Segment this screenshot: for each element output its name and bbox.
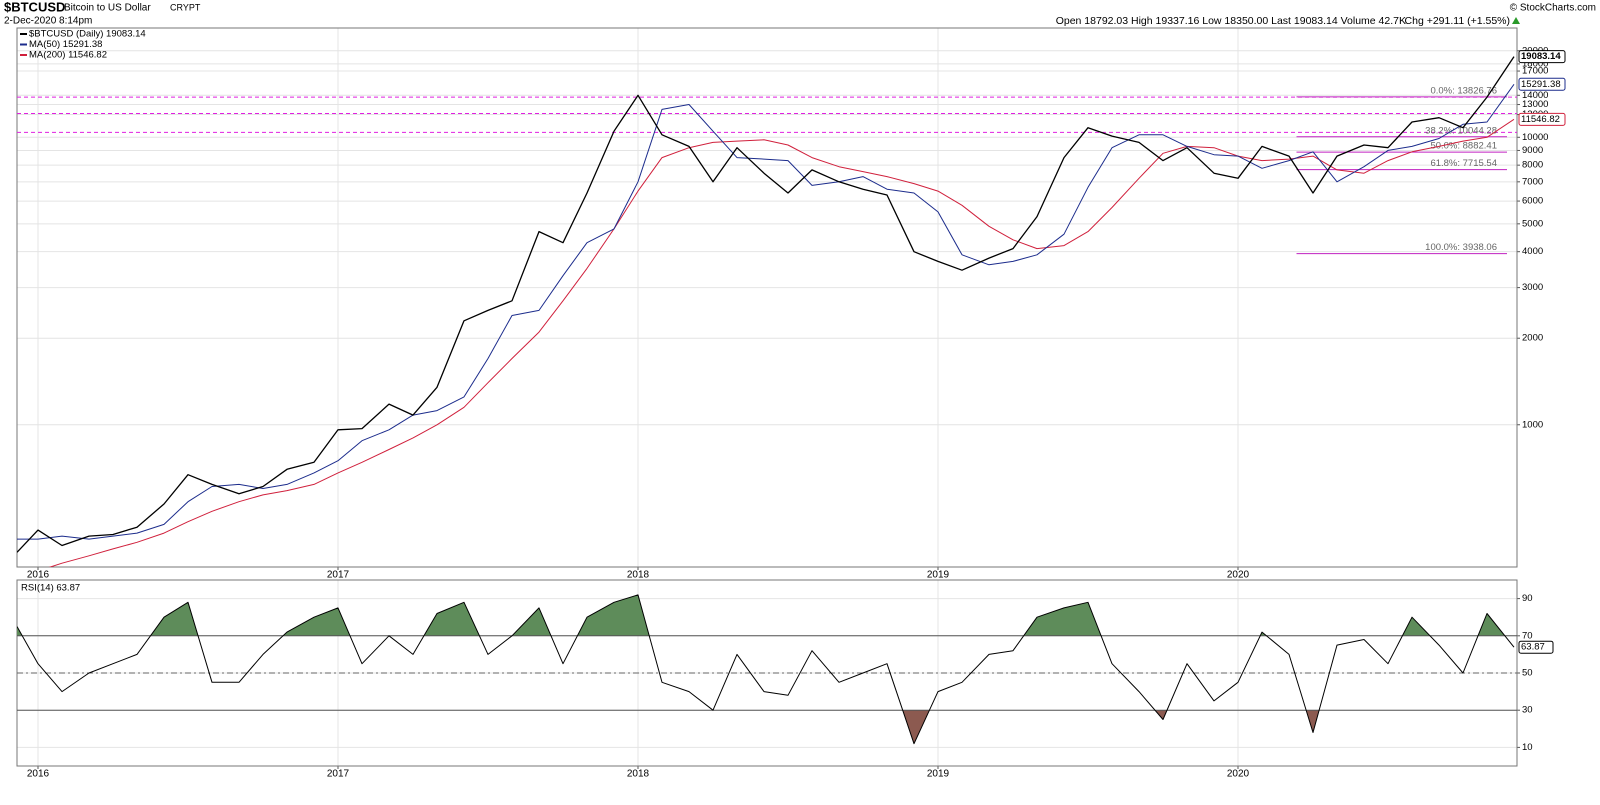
last-value-box <box>1518 112 1566 126</box>
symbol: $BTCUSD <box>4 0 65 14</box>
y-tick-label: 10 <box>1522 742 1533 753</box>
last-value-label: 63.87 <box>1521 642 1545 653</box>
credit: © StockCharts.com <box>1510 3 1596 14</box>
series-line <box>17 84 1515 540</box>
x-tick-label: 2016 <box>27 769 50 780</box>
panel-title: RSI(14) 63.87 <box>21 583 80 594</box>
last-value-box <box>1518 77 1566 91</box>
y-tick-label: 90 <box>1522 593 1533 604</box>
series-line <box>17 56 1515 553</box>
up-arrow <box>1512 17 1520 24</box>
y-tick-label: 30 <box>1522 705 1533 716</box>
legend-label: MA(50) 15291.38 <box>29 39 102 50</box>
y-tick-label: 4000 <box>1522 246 1543 257</box>
legend-label: MA(200) 11546.82 <box>29 50 107 61</box>
exchange: CRYPT <box>170 2 201 12</box>
overbought-fill <box>17 594 1505 636</box>
y-tick-label: 10000 <box>1522 132 1548 143</box>
x-tick-label: 2020 <box>1227 769 1250 780</box>
security-name: Bitcoin to US Dollar <box>64 3 151 14</box>
rsi-line <box>17 594 1515 745</box>
y-tick-label: 13000 <box>1522 99 1548 110</box>
x-tick-label: 2019 <box>927 769 950 780</box>
change: Chg +291.11 (+1.55%) <box>1405 15 1510 27</box>
fib-label: 100.0%: 3938.06 <box>1425 242 1497 253</box>
y-tick-label: 14000 <box>1522 90 1548 101</box>
date: 2-Dec-2020 8:14pm <box>4 16 92 27</box>
x-tick-label: 2020 <box>1227 570 1250 581</box>
series-line <box>48 118 1515 567</box>
y-tick-label: 17000 <box>1522 66 1548 77</box>
legend-label: $BTCUSD (Daily) 19083.14 <box>29 29 146 40</box>
y-tick-label: 7000 <box>1522 176 1543 187</box>
fib-label: 0.0%: 13826.76 <box>1430 85 1497 96</box>
quote: Open 18792.03 High 19337.16 Low 18350.00… <box>1056 15 1406 27</box>
last-value-label: 11546.82 <box>1521 114 1560 125</box>
y-tick-label: 6000 <box>1522 196 1543 207</box>
y-tick-label: 5000 <box>1522 218 1543 229</box>
last-value-label: 15291.38 <box>1521 79 1561 90</box>
panel-frame <box>16 27 1518 568</box>
fib-label: 50.0%: 8882.41 <box>1430 141 1497 152</box>
y-tick-label: 18000 <box>1522 58 1548 69</box>
last-value-box <box>1518 640 1554 654</box>
x-tick-label: 2019 <box>927 570 950 581</box>
x-tick-label: 2018 <box>627 570 650 581</box>
y-tick-label: 50 <box>1522 668 1533 679</box>
fib-label: 61.8%: 7715.54 <box>1430 158 1497 169</box>
y-tick-label: 1000 <box>1522 419 1543 430</box>
x-tick-label: 2016 <box>27 570 50 581</box>
x-tick-label: 2017 <box>327 769 350 780</box>
plot-area: 0.0%: 13826.76 38.2%: 10044.28 50.0%: 8882… <box>17 56 1517 567</box>
y-tick-label: 9000 <box>1522 145 1543 156</box>
plot-area <box>17 594 1517 745</box>
y-tick-label: 3000 <box>1522 282 1543 293</box>
x-tick-label: 2018 <box>627 769 650 780</box>
y-tick-label: 70 <box>1522 630 1533 641</box>
fib-label: 38.2%: 10044.28 <box>1425 125 1497 136</box>
last-value-box <box>1518 50 1566 64</box>
x-tick-label: 2017 <box>327 570 350 581</box>
last-value-label: 19083.14 <box>1521 51 1561 62</box>
y-tick-label: 2000 <box>1522 333 1543 344</box>
y-tick-label: 8000 <box>1522 160 1543 171</box>
